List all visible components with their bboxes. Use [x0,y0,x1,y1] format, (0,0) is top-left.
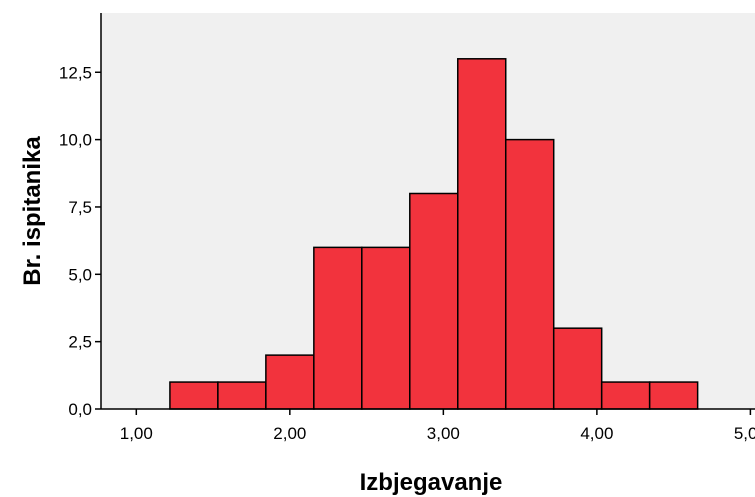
histogram-bar [600,381,651,410]
y-ticks-group: 0,0 2,5 5,0 7,5 10,0 12,5 [59,63,101,419]
histogram-bar [457,58,507,410]
y-axis-label: Br. ispitanika [19,136,46,286]
y-tick-label: 5,0 [68,265,92,284]
y-tick-label: 7,5 [68,198,92,217]
y-tick-label: 0,0 [68,400,92,419]
histogram-bar [648,381,699,410]
x-axis-label: Izbjegavanje [360,469,503,496]
histogram-bar [169,381,219,410]
bars-group [169,58,699,410]
x-ticks-group: 1,00 2,00 3,00 4,00 5,00 [120,409,755,443]
x-tick-label: 5,00 [734,424,755,443]
x-tick-label: 2,00 [273,424,306,443]
x-tick-label: 3,00 [427,424,460,443]
histogram-bar [265,354,315,410]
histogram-bar [361,246,411,410]
histogram-bar [217,381,267,410]
histogram-bar [504,138,555,410]
histogram-bar [409,192,459,410]
y-tick-label: 10,0 [59,131,92,150]
x-tick-label: 4,00 [580,424,613,443]
y-tick-label: 12,5 [59,63,92,82]
histogram-bar [552,327,603,410]
x-tick-label: 1,00 [120,424,153,443]
histogram-bar [313,246,363,410]
y-tick-label: 2,5 [68,333,92,352]
